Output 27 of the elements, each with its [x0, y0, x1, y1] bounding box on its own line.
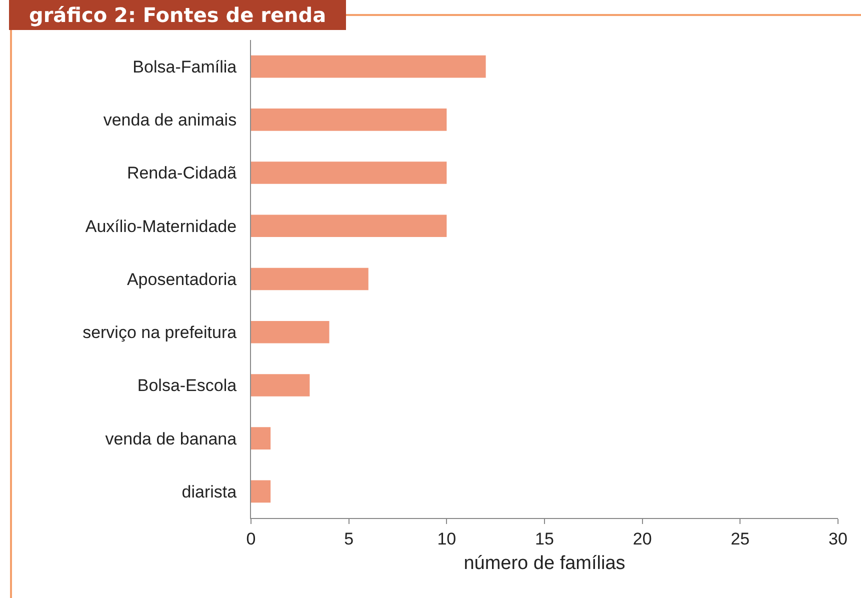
- x-tick-label: 0: [246, 529, 256, 548]
- x-tick-label: 25: [730, 529, 750, 548]
- y-tick-label: venda de animais: [103, 110, 237, 130]
- x-tick-label: 5: [344, 529, 354, 548]
- y-tick-label: Bolsa-Família: [132, 58, 238, 77]
- y-tick-label: Auxílio-Maternidade: [85, 216, 237, 236]
- y-tick-label: serviço na prefeitura: [82, 323, 238, 342]
- y-tick-label: Renda-Cidadã: [126, 164, 238, 183]
- y-tick-label: Bolsa-Escola: [137, 376, 238, 396]
- x-tick-label: 20: [632, 529, 652, 548]
- y-tick-label: Aposentadoria: [126, 270, 238, 289]
- x-tick-label: 10: [437, 529, 456, 548]
- x-tick-label: 15: [535, 529, 554, 548]
- bar: [251, 214, 447, 238]
- chart-title: gráfico 2: Fontes de renda: [9, 0, 346, 30]
- bar: [251, 480, 271, 503]
- bar: [251, 427, 271, 450]
- bar: [251, 108, 447, 131]
- bar: [251, 320, 330, 344]
- bar: [251, 374, 310, 396]
- y-tick-label: venda de banana: [105, 429, 238, 448]
- y-tick-label: diarista: [182, 482, 238, 502]
- x-axis-title: número de famílias: [464, 553, 626, 574]
- bar: [251, 162, 447, 184]
- x-tick-label: 30: [828, 529, 848, 548]
- bar: [251, 55, 486, 78]
- bar: [251, 268, 368, 290]
